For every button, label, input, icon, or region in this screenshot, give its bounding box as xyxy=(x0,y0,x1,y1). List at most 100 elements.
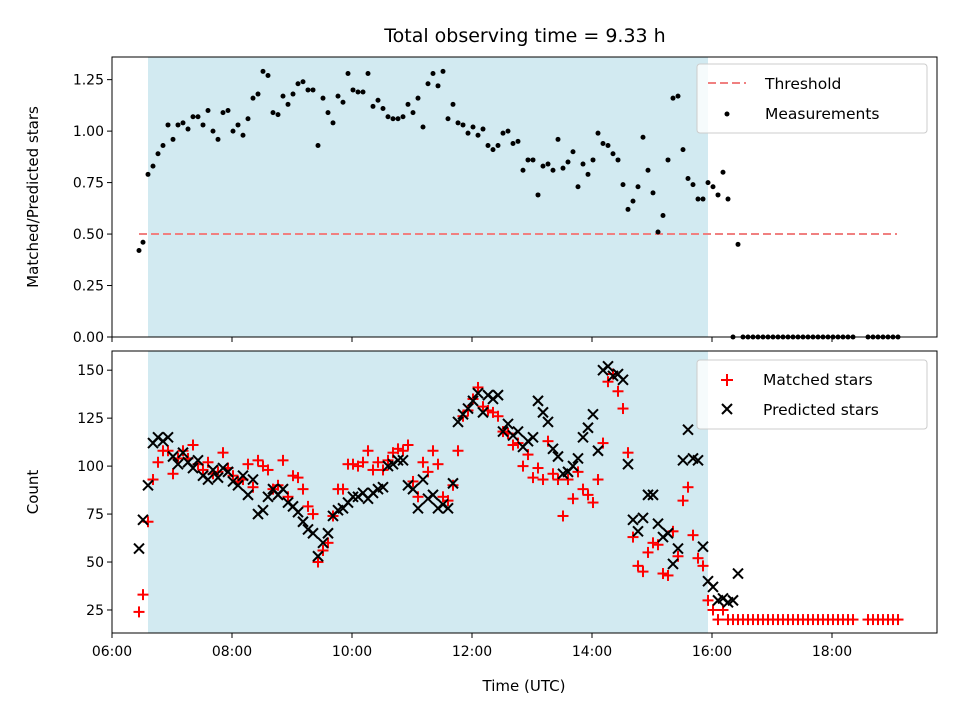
matched-star-point xyxy=(647,537,659,549)
predicted-star-point xyxy=(637,512,649,524)
measurement-point xyxy=(190,114,196,120)
matched-star-point xyxy=(537,474,549,486)
matched-star-point xyxy=(892,614,904,626)
measurement-point xyxy=(180,120,186,126)
measurement-point xyxy=(705,180,711,186)
matched-star-point xyxy=(277,454,289,466)
predicted-star-point xyxy=(477,406,489,419)
predicted-star-point xyxy=(447,477,459,490)
bottom-y-tick-label: 50 xyxy=(86,555,104,571)
measurements-legend-marker xyxy=(724,111,730,117)
matched-star-point xyxy=(682,481,694,493)
matched-star-point xyxy=(557,510,569,522)
matched-star-point xyxy=(302,500,314,512)
predicted-star-point xyxy=(677,454,689,467)
matched-star-point xyxy=(452,445,464,457)
measurement-point xyxy=(220,110,226,116)
matched-star-point xyxy=(362,445,374,457)
predicted-star-point xyxy=(237,469,249,482)
predicted-star-point xyxy=(647,489,659,501)
matched-star-point xyxy=(532,462,544,474)
measurement-point xyxy=(345,70,351,76)
bottom-panel: 25 50 75 100 125 150 06:00 08:00 10:00 12:00 14:00… xyxy=(24,350,938,695)
predicted-star-point xyxy=(572,452,584,465)
measurement-point xyxy=(290,91,296,97)
measurement-point xyxy=(565,159,571,165)
predicted-star-point xyxy=(467,395,479,407)
predicted-star-point xyxy=(317,537,329,549)
matched-star-point xyxy=(177,445,189,457)
matched-star-point xyxy=(137,589,149,601)
measurement-point xyxy=(155,151,161,157)
predicted-star-point xyxy=(307,527,319,539)
measurement-point xyxy=(415,95,421,101)
measurement-point xyxy=(260,68,266,74)
count-points xyxy=(133,360,904,626)
x-tick-label: 12:00 xyxy=(452,644,492,660)
measurement-point xyxy=(715,192,721,198)
measurement-point xyxy=(305,87,311,93)
measurement-point xyxy=(295,81,301,87)
predicted-star-point xyxy=(312,550,324,562)
measurement-point xyxy=(620,182,626,188)
predicted-star-point xyxy=(232,479,244,491)
measurement-point xyxy=(465,130,471,136)
top-y-tick-label: 1.25 xyxy=(73,73,104,89)
measurement-point xyxy=(655,229,661,235)
measurement-point xyxy=(380,105,386,111)
predicted-star-point xyxy=(177,446,189,459)
predicted-star-point xyxy=(292,506,304,518)
measurement-point xyxy=(360,89,366,95)
matched-star-point xyxy=(567,493,579,505)
measurement-point xyxy=(450,101,456,107)
matched-star-point xyxy=(133,606,145,618)
top-y-tick-label: 0.25 xyxy=(73,279,104,295)
measurement-point xyxy=(230,128,236,134)
predicted-star-point xyxy=(392,454,404,467)
predicted-star-point xyxy=(262,491,274,503)
top-frame xyxy=(111,56,938,338)
matched-star-point xyxy=(562,474,574,486)
predicted-star-point xyxy=(497,425,509,438)
top-axes: 0.00 0.25 0.50 0.75 1.00 1.25 xyxy=(73,73,833,346)
matched-star-point xyxy=(657,568,669,580)
matched-star-point xyxy=(297,483,309,495)
matched-star-point xyxy=(432,458,444,470)
predicted-star-point xyxy=(642,489,654,501)
measurement-point xyxy=(625,206,631,212)
predicted-star-point xyxy=(417,473,429,486)
predicted-star-point xyxy=(592,445,604,457)
predicted-star-point xyxy=(492,389,504,401)
measurement-point xyxy=(235,122,241,128)
measurement-point xyxy=(270,110,276,116)
predicted-star-point xyxy=(212,471,224,484)
matched-star-point xyxy=(697,560,709,572)
measurement-point xyxy=(325,110,331,116)
x-tick-label: 14:00 xyxy=(572,644,612,660)
measurement-point xyxy=(695,196,701,202)
predicted-star-point xyxy=(617,374,629,386)
matched-star-point xyxy=(632,560,644,572)
measurement-point xyxy=(485,143,491,149)
measurement-point xyxy=(165,122,171,128)
predicted-star-point xyxy=(347,491,359,503)
measurement-point xyxy=(205,108,211,114)
matched-star-point xyxy=(417,456,429,468)
matched-star-point xyxy=(167,468,179,480)
matched-star-point xyxy=(242,458,254,470)
predicted-star-point xyxy=(133,542,145,555)
matched-star-point xyxy=(312,556,324,568)
predicted-star-point xyxy=(602,360,614,373)
measurement-point xyxy=(595,130,601,136)
measurement-point xyxy=(605,143,611,149)
matched-star-point xyxy=(397,445,409,457)
predicted-star-point xyxy=(187,462,199,474)
predicted-star-point xyxy=(277,483,289,495)
top-y-axis-label: Matched/Predicted stars xyxy=(24,106,42,288)
predicted-star-point xyxy=(137,514,149,526)
measurement-point xyxy=(410,110,416,116)
x-tick-label: 18:00 xyxy=(812,644,852,660)
matched-star-point xyxy=(262,464,274,476)
measurement-point xyxy=(630,198,636,204)
